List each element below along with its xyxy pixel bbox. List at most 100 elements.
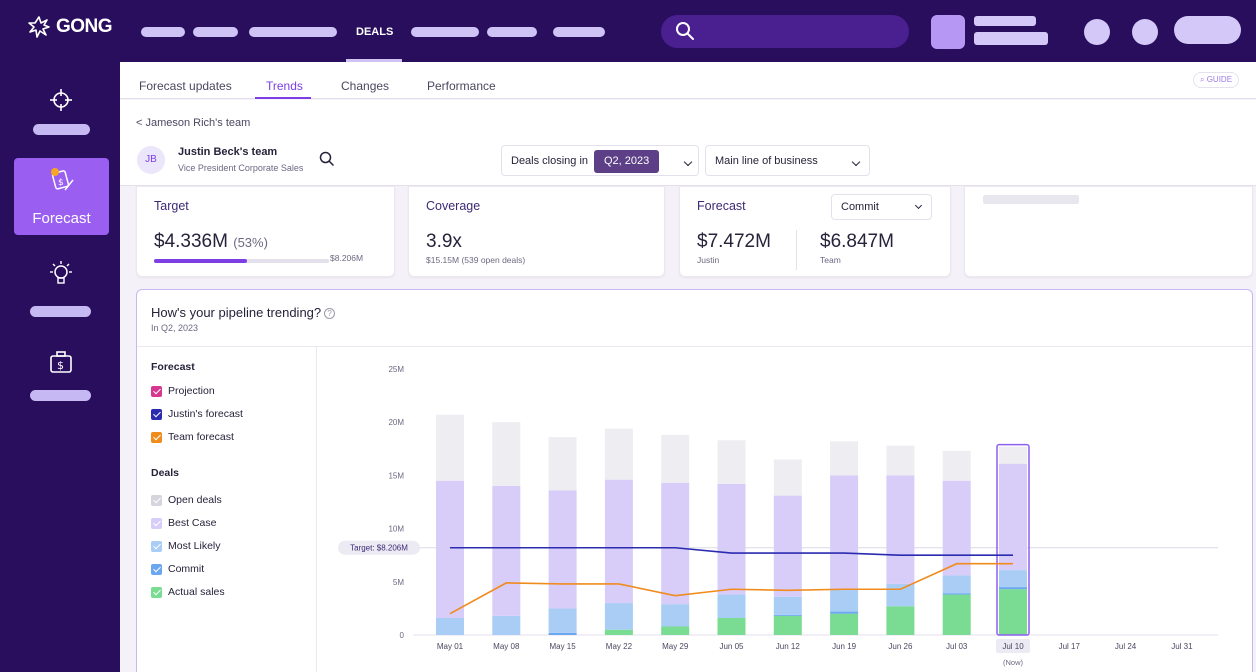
line-of-business-dropdown[interactable]: Main line of business — [705, 145, 870, 176]
bar-segment — [773, 596, 802, 615]
panel-title-text: How's your pipeline trending? — [151, 305, 322, 320]
legend-label: Most Likely — [168, 540, 221, 552]
bar-segment — [661, 604, 690, 627]
bar-segment — [886, 583, 915, 607]
nav-item-6[interactable] — [487, 27, 537, 37]
user-menu-button[interactable] — [1174, 16, 1241, 44]
y-tick-label: 5M — [393, 578, 404, 587]
bar-segment — [492, 615, 521, 635]
bar-segment — [999, 589, 1027, 635]
forecast-type-dropdown[interactable]: Commit — [831, 194, 932, 220]
legend-item-team-forecast[interactable]: Team forecast — [151, 431, 234, 443]
guide-button[interactable]: ⌕ GUIDE — [1193, 72, 1240, 88]
bar-segment — [773, 495, 802, 597]
nav-item-7[interactable] — [553, 27, 605, 37]
notifications-button[interactable] — [1084, 19, 1110, 45]
tab-changes[interactable]: Changes — [341, 79, 390, 93]
lightbulb-icon[interactable] — [47, 260, 75, 288]
x-tick-label: Jun 26 — [888, 642, 913, 651]
y-tick-label: 15M — [388, 471, 404, 480]
app-switcher-button[interactable] — [931, 15, 965, 49]
help-icon[interactable]: ? — [324, 308, 336, 319]
forecast-justin-label: Justin — [697, 255, 720, 265]
y-tick-label: 0 — [400, 631, 405, 640]
pipeline-trend-panel: How's your pipeline trending?? In Q2, 20… — [136, 289, 1253, 672]
nav-item-deals[interactable]: DEALS — [356, 26, 394, 38]
tab-active-indicator — [255, 97, 311, 99]
bar-segment — [830, 475, 859, 590]
bar-segment — [999, 587, 1027, 590]
checkbox[interactable] — [151, 586, 162, 598]
legend-item-commit[interactable]: Commit — [151, 563, 204, 575]
bar-segment — [548, 608, 577, 633]
team-search-icon[interactable] — [319, 151, 335, 167]
bar-segment — [436, 617, 464, 635]
tab-trends[interactable]: Trends — [266, 79, 303, 93]
checkbox[interactable] — [151, 494, 162, 506]
sidebar-item-forecast[interactable]: $ Forecast — [14, 158, 109, 235]
legend-item-justins-forecast[interactable]: Justin's forecast — [151, 408, 243, 420]
series-line — [450, 546, 1013, 556]
y-tick-label: 20M — [388, 418, 404, 427]
legend-item-best-case[interactable]: Best Case — [151, 517, 216, 529]
bar-segment — [436, 480, 464, 618]
bar-segment — [548, 490, 577, 609]
target-progress-fill — [154, 259, 247, 263]
forecast-type-value: Commit — [841, 201, 879, 213]
briefcase-dollar-icon[interactable]: $ — [48, 349, 74, 375]
checkbox[interactable] — [151, 431, 162, 443]
bar-segment — [661, 626, 690, 635]
tab-performance[interactable]: Performance — [427, 79, 496, 93]
nav-item-2[interactable] — [193, 27, 238, 37]
chart-legend: Forecast Projection Justin's forecast Te… — [137, 347, 317, 672]
loading-card — [964, 186, 1253, 277]
legend-item-most-likely[interactable]: Most Likely — [151, 540, 221, 552]
bar-segment — [717, 617, 746, 635]
legend-label: Commit — [168, 563, 205, 575]
global-search-input[interactable] — [661, 15, 909, 48]
svg-text:$: $ — [58, 178, 64, 188]
forecast-team-value: $6.847M — [820, 231, 894, 252]
bar-segment — [717, 440, 746, 484]
nav-item-3[interactable] — [249, 27, 337, 37]
bar-segment — [942, 593, 971, 595]
bar-segment — [830, 611, 859, 614]
bar-segment — [548, 632, 577, 635]
x-tick-label: Jul 10 — [1002, 642, 1024, 651]
deals-closing-dropdown[interactable]: Deals closing in Q2, 2023 — [501, 145, 699, 176]
nav-item-1[interactable] — [141, 27, 185, 37]
sidebar-item-3-label[interactable] — [30, 306, 91, 317]
checkbox[interactable] — [151, 385, 162, 397]
bar-segment — [492, 422, 521, 487]
sidebar-item-4-label[interactable] — [30, 390, 91, 401]
x-tick-label: May 01 — [437, 642, 464, 651]
target-value: $4.336M (53%) — [154, 231, 268, 253]
checkbox[interactable] — [151, 517, 162, 529]
back-link[interactable]: < Jameson Rich's team — [136, 117, 250, 129]
checkbox[interactable] — [151, 563, 162, 575]
legend-item-projection[interactable]: Projection — [151, 385, 215, 397]
team-header: < Jameson Rich's team JB Justin Beck's t… — [120, 100, 1256, 186]
forecast-card: Forecast Commit $7.472M Justin $6.847M T… — [679, 186, 951, 277]
checkbox[interactable] — [151, 408, 162, 420]
sidebar-item-1-label[interactable] — [33, 124, 90, 135]
bar-segment — [830, 613, 859, 635]
target-card: Target $4.336M (53%) $8.206M — [136, 186, 395, 277]
crosshair-icon[interactable] — [49, 88, 73, 112]
bar-segment — [886, 475, 915, 584]
x-tick-label: Jun 19 — [832, 642, 857, 651]
help-button[interactable] — [1132, 19, 1158, 45]
target-label-bg — [338, 540, 420, 555]
legend-label: Justin's forecast — [168, 408, 243, 420]
legend-item-actual-sales[interactable]: Actual sales — [151, 586, 225, 598]
search-icon — [676, 22, 694, 40]
checkbox[interactable] — [151, 540, 162, 552]
gong-logo[interactable]: GONG — [28, 16, 113, 38]
chevron-down-icon — [851, 157, 861, 167]
nav-item-5[interactable] — [411, 27, 479, 37]
bar-segment — [436, 414, 464, 481]
tab-forecast-updates[interactable]: Forecast updates — [139, 79, 232, 93]
coverage-title: Coverage — [426, 199, 481, 213]
legend-item-open-deals[interactable]: Open deals — [151, 494, 222, 506]
legend-deals-header: Deals — [151, 467, 180, 479]
